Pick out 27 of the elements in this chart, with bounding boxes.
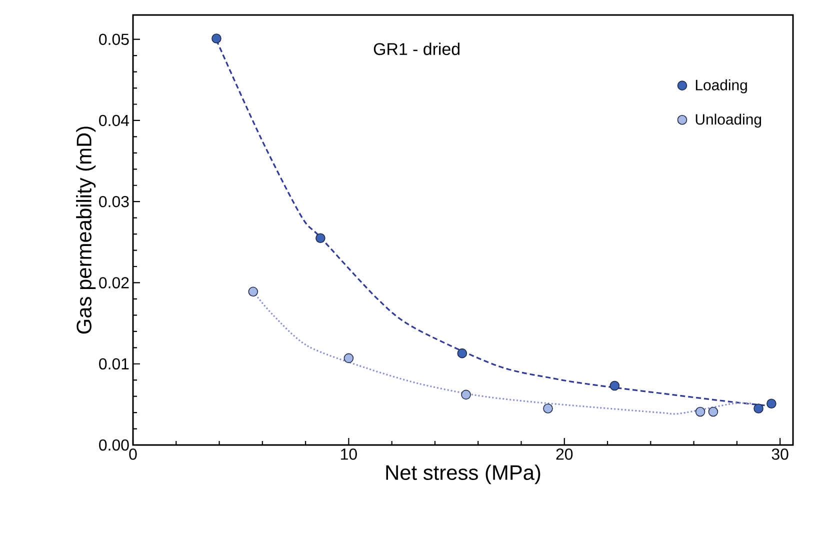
- y-tick-label: 0.04: [99, 114, 130, 126]
- x-tick-label: 0: [129, 448, 137, 460]
- y-tick-label: 0.05: [99, 34, 129, 45]
- x-tick-label: 10: [341, 448, 357, 460]
- point: [754, 404, 764, 414]
- point: [212, 34, 222, 44]
- y-tick-label: 0.00: [99, 439, 129, 451]
- point: [766, 398, 776, 409]
- point: [248, 286, 258, 297]
- point: [708, 406, 718, 417]
- point: [344, 353, 354, 364]
- y-tick-label: 0.03: [99, 196, 129, 208]
- point: [543, 404, 553, 414]
- y-tick-label: 0.02: [99, 277, 129, 288]
- x-axis-title: Net stress (MPa): [386, 464, 540, 484]
- point: [457, 348, 468, 358]
- y-tick-label: 0.01: [99, 358, 129, 370]
- x-tick-label: 30: [772, 448, 788, 460]
- legend-label: Loading: [696, 79, 747, 94]
- x-tick-label: 20: [556, 448, 573, 460]
- point: [695, 406, 706, 417]
- point: [316, 233, 326, 244]
- legend-label: Unloading: [696, 114, 762, 128]
- point: [610, 380, 620, 391]
- text: GR1 - dried: [374, 42, 460, 56]
- point: [461, 390, 471, 400]
- y-axis-title: Gas permeability (mD): [76, 126, 96, 334]
